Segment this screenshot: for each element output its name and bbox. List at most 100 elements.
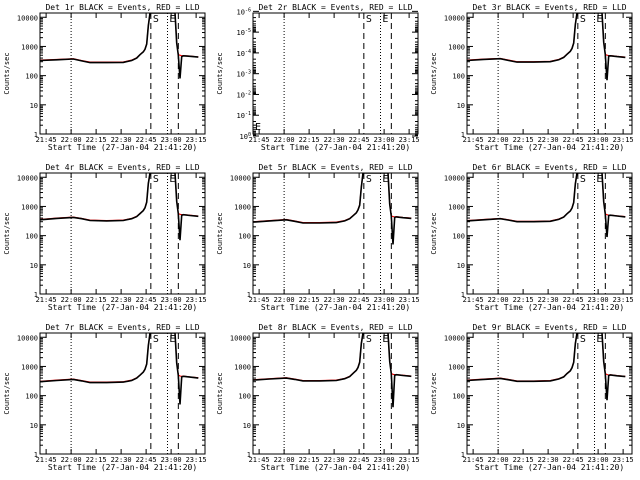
x-tick-label: 22:45 bbox=[136, 456, 157, 464]
marker-label: S bbox=[366, 334, 372, 345]
x-tick-label: 22:45 bbox=[136, 296, 157, 304]
plot-frame bbox=[252, 12, 419, 135]
x-tick-label: 22:00 bbox=[488, 136, 509, 144]
y-axis-label: Counts/sec bbox=[430, 372, 438, 414]
x-tick-label: 22:00 bbox=[274, 456, 295, 464]
y-tick-label: 100 bbox=[452, 233, 465, 241]
plot-frame bbox=[39, 332, 206, 455]
x-tick-label: 23:00 bbox=[374, 296, 395, 304]
y-tick-label: 10000 bbox=[17, 334, 38, 342]
y-tick-label: 1 bbox=[34, 131, 38, 139]
x-axis-label: Start Time (27-Jan-04 21:41:20) bbox=[261, 303, 410, 312]
x-tick-label: 22:15 bbox=[513, 296, 534, 304]
y-tick-label: 10000 bbox=[230, 174, 251, 182]
marker-label: S bbox=[366, 174, 372, 185]
panel-1: Det 1r BLACK = Events, RED = LLD Counts/s… bbox=[3, 3, 207, 152]
y-tick-label: 10 bbox=[243, 262, 251, 270]
y-tick-label: 10-5 bbox=[237, 28, 251, 37]
x-tick-label: 22:30 bbox=[111, 456, 132, 464]
x-tick-label: 23:15 bbox=[613, 296, 634, 304]
x-tick-label: 23:00 bbox=[161, 296, 182, 304]
x-tick-label: 23:00 bbox=[588, 296, 609, 304]
x-tick-label: 21:45 bbox=[36, 296, 57, 304]
y-tick-label: 10 bbox=[30, 102, 38, 110]
x-tick-label: 22:45 bbox=[563, 456, 584, 464]
y-tick-label: 1000 bbox=[448, 203, 465, 211]
plot-frame bbox=[39, 172, 206, 295]
x-tick-label: 22:00 bbox=[488, 456, 509, 464]
plot-frame bbox=[466, 332, 633, 455]
plot-frame bbox=[252, 332, 419, 455]
marker-label: S bbox=[580, 174, 586, 185]
x-axis-label: Start Time (27-Jan-04 21:41:20) bbox=[475, 303, 624, 312]
x-tick-label: 21:45 bbox=[463, 296, 484, 304]
y-tick-label: 1 bbox=[34, 291, 38, 299]
y-tick-label: 1000 bbox=[21, 203, 38, 211]
y-tick-label: 10 bbox=[30, 262, 38, 270]
y-tick-label: 1 bbox=[34, 451, 38, 459]
y-tick-label: 100 bbox=[238, 393, 251, 401]
x-tick-label: 23:00 bbox=[374, 136, 395, 144]
x-tick-label: 22:15 bbox=[86, 136, 107, 144]
marker-label: E bbox=[596, 174, 602, 185]
x-tick-label: 22:00 bbox=[61, 456, 82, 464]
x-tick-label: 23:15 bbox=[613, 136, 634, 144]
x-tick-label: 22:45 bbox=[349, 296, 370, 304]
series-events-line bbox=[253, 333, 412, 408]
y-tick-label: 10000 bbox=[17, 174, 38, 182]
marker-label: S bbox=[153, 334, 159, 345]
marker-label: E bbox=[382, 174, 388, 185]
x-tick-label: 22:30 bbox=[538, 456, 559, 464]
y-tick-label: 10000 bbox=[444, 14, 465, 22]
y-axis-label: Counts/sec bbox=[216, 372, 224, 414]
x-tick-label: 21:45 bbox=[463, 456, 484, 464]
x-tick-label: 23:00 bbox=[161, 136, 182, 144]
marker-label: S bbox=[153, 14, 159, 25]
x-tick-label: 23:00 bbox=[161, 456, 182, 464]
y-tick-label: 10-3 bbox=[237, 70, 251, 79]
y-tick-label: 10-4 bbox=[237, 49, 251, 58]
x-tick-label: 22:30 bbox=[324, 456, 345, 464]
x-tick-label: 22:45 bbox=[136, 136, 157, 144]
chart-title: Det 6r BLACK = Events, RED = LLD bbox=[472, 163, 626, 172]
y-tick-label: 1 bbox=[247, 291, 251, 299]
chart-title: Det 8r BLACK = Events, RED = LLD bbox=[258, 323, 412, 332]
y-tick-label: 1 bbox=[461, 451, 465, 459]
x-tick-label: 21:45 bbox=[249, 456, 270, 464]
marker-label: E bbox=[169, 174, 175, 185]
panel-8: Det 8r BLACK = Events, RED = LLD Counts/s… bbox=[216, 323, 420, 472]
y-axis-label: Counts/sec bbox=[3, 52, 11, 94]
y-axis-label: Counts/sec bbox=[3, 212, 11, 254]
x-tick-label: 22:15 bbox=[299, 456, 320, 464]
y-tick-label: 1000 bbox=[448, 363, 465, 371]
marker-label: S bbox=[580, 14, 586, 25]
x-tick-label: 21:45 bbox=[36, 136, 57, 144]
x-tick-label: 22:00 bbox=[274, 296, 295, 304]
corner-label: E bbox=[255, 122, 261, 133]
x-tick-label: 22:30 bbox=[538, 296, 559, 304]
x-tick-label: 22:15 bbox=[86, 456, 107, 464]
marker-label: S bbox=[153, 174, 159, 185]
x-tick-label: 21:45 bbox=[249, 296, 270, 304]
x-axis-label: Start Time (27-Jan-04 21:41:20) bbox=[475, 463, 624, 472]
y-axis-label: Counts/sec bbox=[3, 372, 11, 414]
panel-9: Det 9r BLACK = Events, RED = LLD Counts/s… bbox=[430, 323, 634, 472]
x-tick-label: 22:15 bbox=[299, 136, 320, 144]
marker-label: E bbox=[382, 334, 388, 345]
x-tick-label: 23:15 bbox=[186, 296, 207, 304]
chart-title: Det 7r BLACK = Events, RED = LLD bbox=[45, 323, 199, 332]
y-tick-label: 10 bbox=[243, 422, 251, 430]
marker-label: E bbox=[596, 334, 602, 345]
plot-frame bbox=[466, 172, 633, 295]
x-tick-label: 23:00 bbox=[374, 456, 395, 464]
x-axis-label: Start Time (27-Jan-04 21:41:20) bbox=[261, 463, 410, 472]
y-tick-label: 100 bbox=[452, 73, 465, 81]
y-axis-label: Counts/sec bbox=[430, 212, 438, 254]
y-axis-label: Counts/sec bbox=[216, 52, 224, 94]
x-tick-label: 22:15 bbox=[513, 136, 534, 144]
x-tick-label: 22:15 bbox=[86, 296, 107, 304]
marker-label: E bbox=[382, 14, 388, 25]
y-tick-label: 10-1 bbox=[237, 111, 251, 120]
x-tick-label: 23:15 bbox=[399, 136, 420, 144]
x-tick-label: 22:15 bbox=[299, 296, 320, 304]
